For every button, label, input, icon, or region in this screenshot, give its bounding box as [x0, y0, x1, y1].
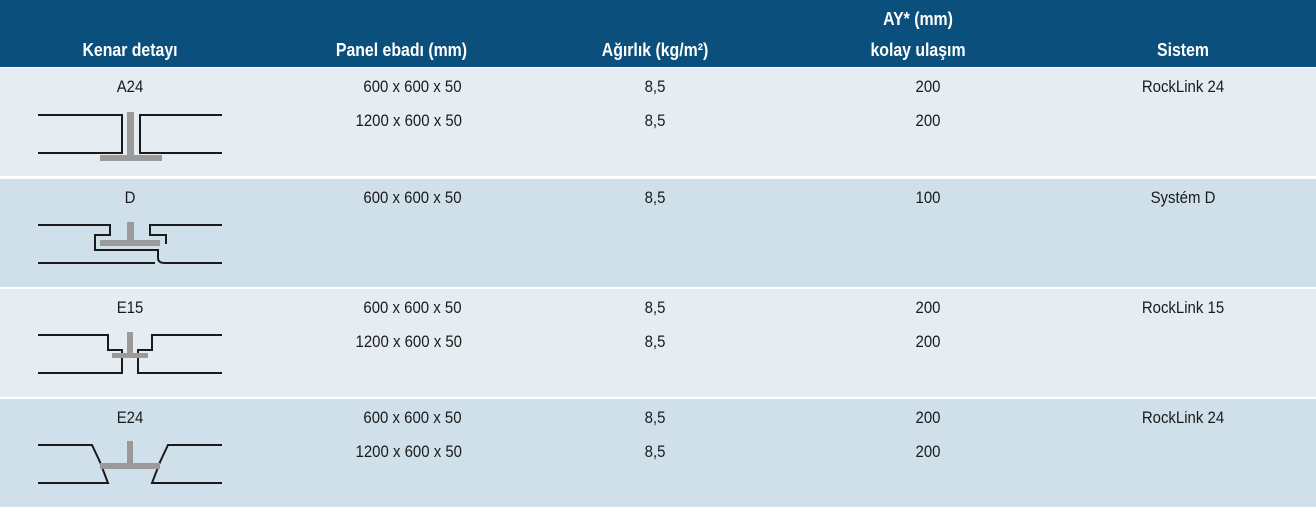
access-distance: 100: [915, 188, 941, 207]
system: Systém D: [1150, 188, 1216, 207]
edge-code: E15: [116, 298, 144, 317]
header-weight: Ağırlık (kg/m²): [601, 40, 709, 60]
weight: 8,5: [644, 188, 666, 207]
header-size: Panel ebadı (mm): [335, 40, 467, 60]
header-access-sub: kolay ulaşım: [870, 40, 966, 60]
access-distance: 200: [915, 111, 941, 130]
edge-code: A24: [116, 77, 144, 96]
header-edge: Kenar detayı: [82, 40, 178, 60]
panel-size: 1200 x 600 x 50: [355, 332, 462, 351]
panel-size: 600 x 600 x 50: [363, 408, 462, 427]
header-system: Sistem: [1157, 40, 1209, 60]
header-access: AY* (mm): [883, 9, 953, 29]
weight: 8,5: [644, 332, 666, 351]
weight: 8,5: [644, 77, 666, 96]
access-distance: 200: [915, 77, 941, 96]
weight: 8,5: [644, 408, 666, 427]
edge-code: D: [124, 188, 136, 207]
access-distance: 200: [915, 442, 941, 461]
access-distance: 200: [915, 408, 941, 427]
system: RockLink 15: [1141, 298, 1225, 317]
access-distance: 200: [915, 332, 941, 351]
system: RockLink 24: [1141, 77, 1225, 96]
weight: 8,5: [644, 111, 666, 130]
access-distance: 200: [915, 298, 941, 317]
weight: 8,5: [644, 442, 666, 461]
panel-size: 600 x 600 x 50: [363, 188, 462, 207]
weight: 8,5: [644, 298, 666, 317]
edge-code: E24: [116, 408, 144, 427]
panel-size: 600 x 600 x 50: [363, 77, 462, 96]
system: RockLink 24: [1141, 408, 1225, 427]
panel-size: 1200 x 600 x 50: [355, 442, 462, 461]
panel-size: 1200 x 600 x 50: [355, 111, 462, 130]
table-header: [0, 0, 1316, 67]
panel-size: 600 x 600 x 50: [363, 298, 462, 317]
